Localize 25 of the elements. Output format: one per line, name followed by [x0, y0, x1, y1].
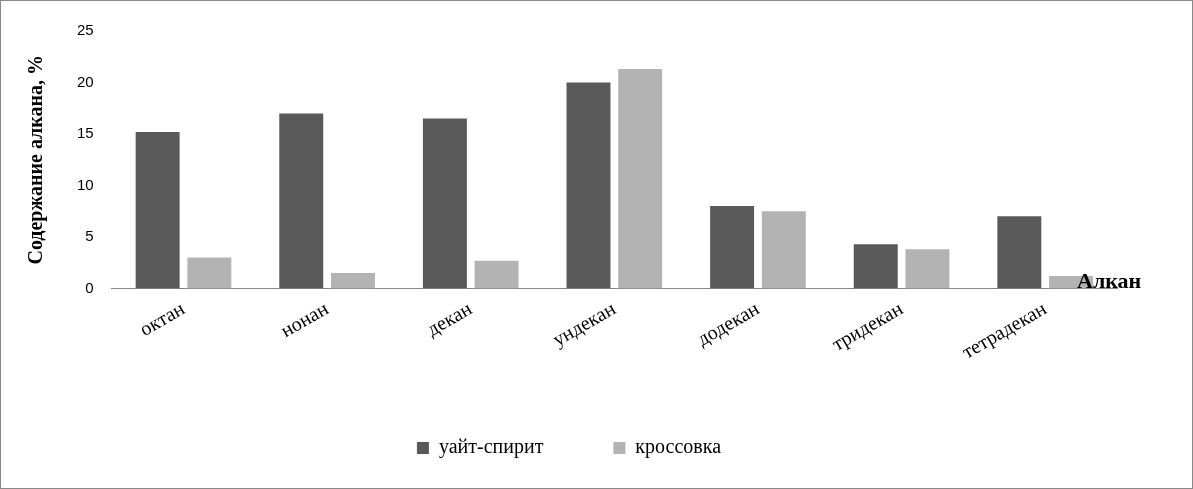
y-tick-label: 10	[77, 175, 94, 193]
bar	[618, 69, 663, 289]
y-axis-title: Содержание алкана, %	[24, 54, 48, 265]
y-tick-label: 5	[85, 227, 94, 245]
bar	[330, 273, 375, 289]
y-tick-label: 15	[77, 124, 94, 142]
bar	[853, 244, 898, 289]
bar	[566, 82, 611, 289]
bar	[279, 113, 324, 289]
legend-label: уайт-спирит	[438, 435, 544, 459]
bar	[761, 211, 806, 289]
x-axis-title: Алкан	[1077, 268, 1142, 294]
x-tick-label: нонан	[276, 296, 332, 342]
y-tick-label: 20	[77, 72, 94, 90]
bar	[997, 216, 1042, 289]
bar	[187, 257, 232, 289]
bar	[422, 118, 467, 289]
x-tick-label: октан	[135, 296, 189, 340]
bar	[135, 131, 180, 289]
y-tick-label: 25	[77, 21, 94, 39]
y-tick-label: 0	[85, 278, 94, 296]
bar	[710, 206, 755, 289]
bar	[474, 260, 519, 289]
bar	[905, 249, 950, 289]
legend-label: кроссовка	[635, 435, 722, 459]
